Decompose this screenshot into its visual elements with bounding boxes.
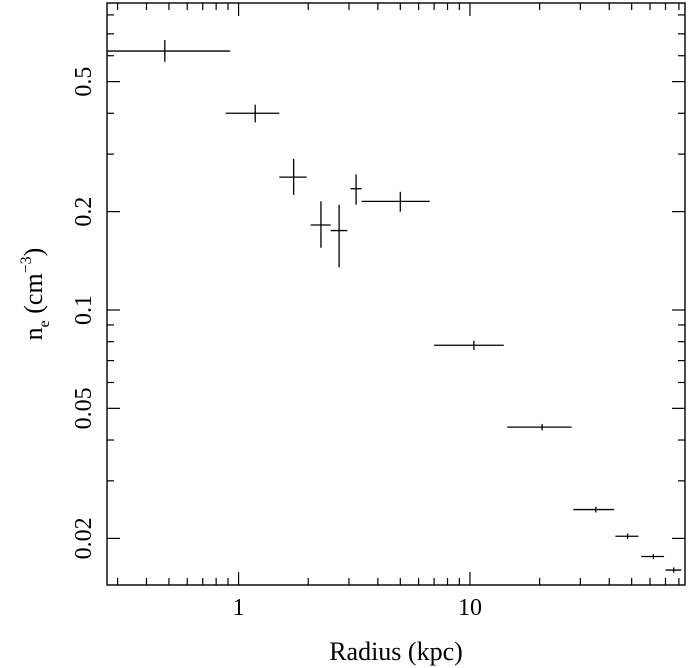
data-point [434,340,504,350]
data-point [310,201,331,248]
y-tick-label: 0.02 [71,517,97,559]
x-axis-label: Radius (kpc) [329,637,463,666]
y-tick-label: 0.5 [71,67,97,97]
data-layer [107,40,682,573]
y-tick-label: 0.1 [71,295,97,325]
data-point [641,554,665,559]
y-axis-label-subscript: e [36,320,53,327]
y-tick-label: 0.2 [71,197,97,227]
data-point [279,158,307,195]
data-point [507,423,572,431]
data-point [225,104,280,123]
y-axis-label-base: n [19,327,48,340]
y-axis-label-unit-open: (cm [19,273,48,320]
ticks-layer: 1 10 0.02 0.05 0.1 0.2 0.5 [71,3,685,621]
plot-frame [106,2,686,586]
data-point [107,40,231,62]
data-point [361,191,430,212]
x-tick-label: 1 [233,595,245,621]
data-point [573,506,615,513]
y-axis-label: ne (cm−3) [18,248,53,341]
y-axis-label-unit-close: ) [19,248,48,257]
x-tick-label: 10 [458,595,482,621]
data-point [665,567,682,573]
y-tick-label: 0.05 [71,387,97,429]
data-point [615,533,639,540]
y-axis-label-unit-sup: −3 [18,256,35,273]
data-point [350,174,362,205]
data-point [330,204,348,268]
